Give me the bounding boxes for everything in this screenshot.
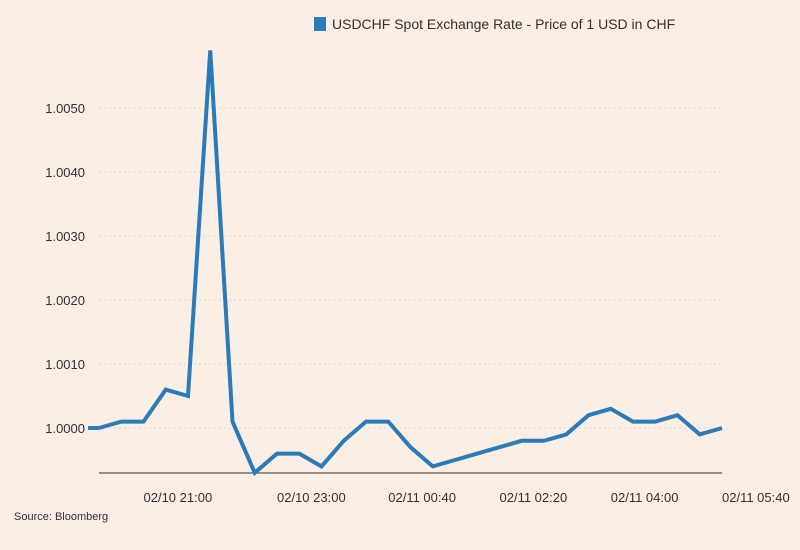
y-tick-label: 1.0050 [45,101,85,116]
gridlines [99,107,722,429]
legend-swatch [314,17,326,31]
x-tick-label: 02/11 00:40 [388,490,456,505]
x-axis-ticks: 02/10 21:00 02/10 23:00 02/11 00:40 02/11 0… [144,490,790,505]
y-tick-label: 1.0020 [45,293,85,308]
y-tick-label: 1.0030 [45,229,85,244]
series-line [98,50,723,477]
y-axis-ticks: 1.0000 1.0010 1.0020 1.0030 1.0040 1.0050 [45,101,85,436]
x-tick-label: 02/11 04:00 [611,490,679,505]
x-tick-label: 02/10 21:00 [144,490,213,505]
y-tick-label: 1.0010 [45,357,85,372]
legend: USDCHF Spot Exchange Rate - Price of 1 U… [314,16,675,32]
x-tick-label: 02/11 05:40 [722,490,790,505]
series-group [88,50,723,477]
legend-label: USDCHF Spot Exchange Rate - Price of 1 U… [332,16,676,32]
x-tick-label: 02/11 02:20 [500,490,568,505]
x-tick-label: 02/10 23:00 [277,490,346,505]
y-tick-label: 1.0040 [45,165,85,180]
y-tick-label: 1.0000 [45,421,85,436]
source-note: Source: Bloomberg [14,511,109,523]
